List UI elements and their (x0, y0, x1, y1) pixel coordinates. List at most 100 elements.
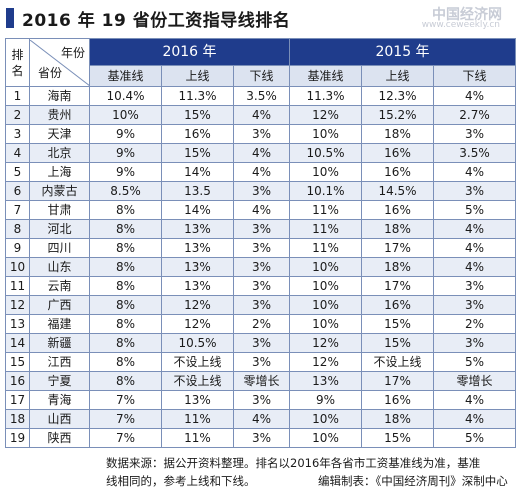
upper-2015-cell: 17% (361, 371, 435, 391)
year-2015-header: 2015 年 (289, 38, 517, 66)
base-2016-cell: 8% (89, 295, 162, 315)
lower-2015-cell: 4% (433, 390, 517, 410)
table-row: 13 福建 8% 12% 2% 10% 15% 2% (5, 314, 517, 334)
table-row: 9 四川 8% 13% 3% 11% 17% 4% (5, 238, 517, 258)
wage-guideline-table: 排名 年份 省份 2016 年 2015 年 基准线 上线 下线 基准线 上线 … (5, 38, 517, 448)
table-row: 1 海南 10.4% 11.3% 3.5% 11.3% 12.3% 4% (5, 86, 517, 106)
lower-2015-cell: 3% (433, 295, 517, 315)
upper-2016-cell: 11.3% (161, 86, 234, 106)
table-row: 10 山东 8% 13% 3% 10% 18% 4% (5, 257, 517, 277)
base-2015-cell: 10% (289, 314, 363, 334)
rank-header: 排名 (5, 38, 30, 87)
table-row: 17 青海 7% 13% 3% 9% 16% 4% (5, 390, 517, 410)
rank-cell: 3 (5, 124, 30, 144)
table-row: 5 上海 9% 14% 4% 10% 16% 4% (5, 162, 517, 182)
lower-2016-cell: 3% (232, 257, 291, 277)
base-2015-cell: 13% (289, 371, 363, 391)
corner-header: 年份 省份 (29, 38, 90, 87)
lower-2016-cell: 4% (232, 162, 291, 182)
rank-cell: 6 (5, 181, 30, 201)
province-cell: 新疆 (29, 333, 90, 353)
table-row: 16 宁夏 8% 不设上线 零增长 13% 17% 零增长 (5, 371, 517, 391)
corner-province-label: 省份 (38, 65, 63, 80)
col-2016-base: 基准线 (89, 65, 162, 87)
rank-cell: 5 (5, 162, 30, 182)
rank-cell: 7 (5, 200, 30, 220)
col-2015-upper: 上线 (361, 65, 435, 87)
province-cell: 山东 (29, 257, 90, 277)
base-2015-cell: 12% (289, 352, 363, 372)
year-2016-header: 2016 年 (88, 38, 291, 66)
province-cell: 北京 (29, 143, 90, 163)
upper-2015-cell: 17% (361, 238, 435, 258)
lower-2016-cell: 3% (232, 390, 291, 410)
lower-2015-cell: 4% (433, 238, 517, 258)
rank-cell: 15 (5, 352, 30, 372)
province-cell: 甘肃 (29, 200, 90, 220)
base-2016-cell: 8% (89, 276, 162, 296)
upper-2015-cell: 12.3% (361, 86, 435, 106)
title-accent-bar (6, 8, 14, 28)
upper-2015-cell: 15% (361, 333, 435, 353)
col-2015-lower: 下线 (433, 65, 517, 87)
upper-2015-cell: 16% (361, 162, 435, 182)
upper-2016-cell: 11% (161, 409, 234, 429)
base-2015-cell: 10% (289, 276, 363, 296)
province-cell: 江西 (29, 352, 90, 372)
upper-2015-cell: 18% (361, 257, 435, 277)
upper-2016-cell: 14% (161, 200, 234, 220)
upper-2015-cell: 15% (361, 428, 435, 448)
page-title: 2016 年 19 省份工资指导线排名 (22, 11, 291, 31)
province-cell: 上海 (29, 162, 90, 182)
rank-cell: 14 (5, 333, 30, 353)
lower-2015-cell: 5% (433, 200, 517, 220)
base-2016-cell: 10% (89, 105, 162, 125)
lower-2016-cell: 零增长 (232, 371, 291, 391)
footer-credit: 编辑制表：《中国经济周刊》深制中心 (318, 474, 508, 488)
base-2016-cell: 7% (89, 409, 162, 429)
upper-2016-cell: 15% (161, 143, 234, 163)
base-2016-cell: 7% (89, 428, 162, 448)
table-row: 11 云南 8% 13% 3% 10% 17% 3% (5, 276, 517, 296)
lower-2016-cell: 3% (232, 295, 291, 315)
table-row: 6 内蒙古 8.5% 13.5 3% 10.1% 14.5% 3% (5, 181, 517, 201)
footer-source-note-cont: 线相同的，参考上线和下线。 (106, 474, 256, 488)
base-2015-cell: 10% (289, 257, 363, 277)
base-2016-cell: 8.5% (89, 181, 162, 201)
province-cell: 贵州 (29, 105, 90, 125)
rank-cell: 9 (5, 238, 30, 258)
upper-2015-cell: 16% (361, 200, 435, 220)
table-row: 4 北京 9% 15% 4% 10.5% 16% 3.5% (5, 143, 517, 163)
base-2015-cell: 10.1% (289, 181, 363, 201)
upper-2016-cell: 不设上线 (161, 352, 234, 372)
base-2016-cell: 8% (89, 238, 162, 258)
base-2015-cell: 10% (289, 295, 363, 315)
base-2016-cell: 8% (89, 352, 162, 372)
base-2015-cell: 11% (289, 219, 363, 239)
province-cell: 云南 (29, 276, 90, 296)
province-cell: 山西 (29, 409, 90, 429)
rank-cell: 10 (5, 257, 30, 277)
upper-2015-cell: 15% (361, 314, 435, 334)
lower-2015-cell: 3% (433, 181, 517, 201)
province-cell: 河北 (29, 219, 90, 239)
upper-2015-cell: 14.5% (361, 181, 435, 201)
lower-2016-cell: 3% (232, 124, 291, 144)
table-row: 2 贵州 10% 15% 4% 12% 15.2% 2.7% (5, 105, 517, 125)
diagonal-divider (30, 39, 89, 85)
lower-2015-cell: 零增长 (433, 371, 517, 391)
col-2016-upper: 上线 (161, 65, 234, 87)
province-cell: 宁夏 (29, 371, 90, 391)
province-cell: 内蒙古 (29, 181, 90, 201)
table-row: 18 山西 7% 11% 4% 10% 18% 4% (5, 409, 517, 429)
base-2016-cell: 7% (89, 390, 162, 410)
rank-cell: 11 (5, 276, 30, 296)
upper-2016-cell: 13% (161, 257, 234, 277)
base-2016-cell: 8% (89, 257, 162, 277)
base-2016-cell: 10.4% (89, 86, 162, 106)
lower-2015-cell: 4% (433, 409, 517, 429)
table-row: 19 陕西 7% 11% 3% 10% 15% 5% (5, 428, 517, 448)
lower-2016-cell: 3% (232, 333, 291, 353)
province-cell: 天津 (29, 124, 90, 144)
lower-2015-cell: 4% (433, 257, 517, 277)
